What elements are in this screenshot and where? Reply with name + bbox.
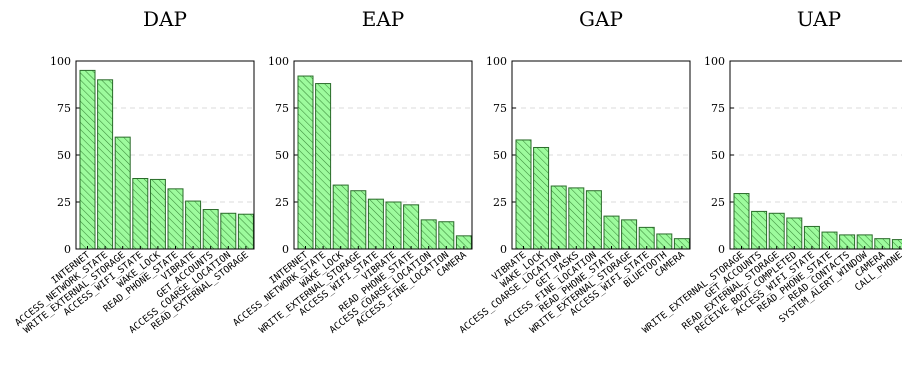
y-tick-label: 75 bbox=[275, 102, 289, 115]
bar bbox=[803, 225, 820, 249]
bar bbox=[603, 215, 620, 249]
bar bbox=[786, 217, 803, 249]
chart-panel-eap: EAP0255075100INTERNETACCESS_NETWORK_STAT… bbox=[231, 7, 473, 336]
y-tick-label: 50 bbox=[275, 149, 289, 162]
bar bbox=[550, 185, 567, 249]
bar bbox=[673, 238, 690, 249]
chart-title: UAP bbox=[797, 7, 841, 31]
bar bbox=[332, 184, 349, 249]
bar bbox=[621, 219, 638, 249]
bar bbox=[821, 231, 838, 249]
bar bbox=[515, 139, 532, 249]
bar bbox=[585, 190, 602, 249]
bar bbox=[874, 238, 891, 249]
y-tick-label: 100 bbox=[486, 55, 507, 68]
bar bbox=[167, 188, 184, 249]
y-tick-label: 0 bbox=[64, 243, 71, 256]
y-tick-label: 25 bbox=[493, 196, 507, 209]
bar bbox=[385, 201, 402, 249]
y-tick-label: 0 bbox=[500, 243, 507, 256]
bar bbox=[891, 239, 902, 249]
plot-frame bbox=[75, 60, 255, 250]
bar bbox=[638, 226, 655, 249]
y-tick-label: 25 bbox=[711, 196, 725, 209]
chart-panel-dap: DAP0255075100INTERNETACCESS_NETWORK_STAT… bbox=[13, 7, 255, 336]
bar bbox=[132, 178, 149, 249]
y-tick-label: 25 bbox=[57, 196, 71, 209]
bar bbox=[149, 178, 166, 249]
bar bbox=[79, 69, 96, 249]
bar bbox=[420, 219, 437, 249]
bar bbox=[237, 213, 254, 249]
bar bbox=[751, 210, 768, 249]
plot-frame bbox=[293, 60, 473, 250]
chart-panel-uap: UAP0255075100WRITE_EXTERNAL_STORAGEGET_A… bbox=[640, 7, 902, 336]
y-tick-label: 50 bbox=[493, 149, 507, 162]
y-tick-label: 75 bbox=[493, 102, 507, 115]
y-tick-label: 0 bbox=[718, 243, 725, 256]
bar bbox=[656, 233, 673, 249]
chart-title: DAP bbox=[143, 7, 187, 31]
bar bbox=[367, 198, 384, 249]
y-tick-label: 50 bbox=[711, 149, 725, 162]
bar bbox=[114, 136, 131, 249]
bar bbox=[568, 187, 585, 249]
bar bbox=[533, 146, 550, 249]
bar bbox=[97, 79, 114, 249]
y-tick-label: 0 bbox=[282, 243, 289, 256]
bar bbox=[185, 200, 202, 249]
y-tick-label: 100 bbox=[704, 55, 725, 68]
chart-panel-gap: GAP0255075100VIBRATEWAKE_LOCKACCESS_COAR… bbox=[458, 7, 691, 336]
chart-title: EAP bbox=[362, 7, 405, 31]
bar bbox=[315, 83, 332, 249]
y-tick-label: 75 bbox=[711, 102, 725, 115]
y-tick-label: 50 bbox=[57, 149, 71, 162]
chart-title: GAP bbox=[579, 7, 623, 31]
plot-frame bbox=[729, 60, 902, 250]
bar bbox=[297, 75, 314, 249]
bar bbox=[220, 212, 237, 249]
bar bbox=[350, 190, 367, 249]
y-tick-label: 25 bbox=[275, 196, 289, 209]
y-tick-label: 100 bbox=[50, 55, 71, 68]
bar bbox=[438, 221, 455, 249]
bar bbox=[202, 209, 219, 249]
y-tick-label: 100 bbox=[268, 55, 289, 68]
bar bbox=[403, 204, 420, 249]
y-tick-label: 75 bbox=[57, 102, 71, 115]
plot-frame bbox=[511, 60, 691, 250]
bar bbox=[733, 193, 750, 249]
bar bbox=[768, 212, 785, 249]
